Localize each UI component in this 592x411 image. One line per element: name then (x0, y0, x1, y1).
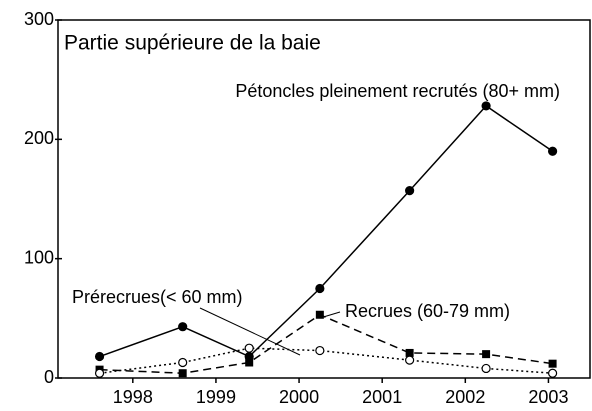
y-tick-label: 300 (24, 9, 54, 29)
x-tick-label: 1999 (196, 387, 236, 407)
marker (405, 355, 415, 365)
marker (405, 186, 415, 196)
series-label: Pétoncles pleinement recrutés (80+ mm) (235, 81, 560, 101)
plot-frame (57, 19, 591, 379)
marker (178, 322, 188, 332)
marker (94, 368, 105, 378)
y-tick-label: 0 (44, 367, 54, 387)
marker (548, 359, 557, 368)
leader-line (199, 307, 301, 356)
chart-title: Partie supérieure de la baie (64, 32, 321, 55)
marker (547, 368, 558, 378)
y-tick-label: 100 (24, 247, 54, 267)
marker (481, 363, 491, 374)
marker (481, 101, 491, 111)
leader-line (319, 311, 341, 319)
series-label: Recrues (60-79 mm) (345, 301, 510, 321)
marker (547, 146, 558, 156)
marker (245, 358, 254, 367)
y-tick-label: 200 (24, 128, 54, 148)
x-tick-label: 2002 (445, 387, 485, 407)
marker (244, 343, 254, 353)
marker (94, 351, 105, 362)
marker (178, 357, 188, 368)
x-tick-label: 2001 (362, 387, 402, 407)
marker (315, 283, 325, 294)
x-tick-label: 1998 (113, 387, 153, 407)
marker (315, 345, 325, 356)
marker (315, 310, 324, 319)
series-label: Prérecrues(< 60 mm) (72, 287, 243, 307)
x-tick-label: 2003 (528, 387, 568, 407)
marker (482, 350, 491, 359)
marker (405, 348, 414, 357)
x-tick-label: 2000 (279, 387, 319, 407)
marker (178, 369, 187, 378)
